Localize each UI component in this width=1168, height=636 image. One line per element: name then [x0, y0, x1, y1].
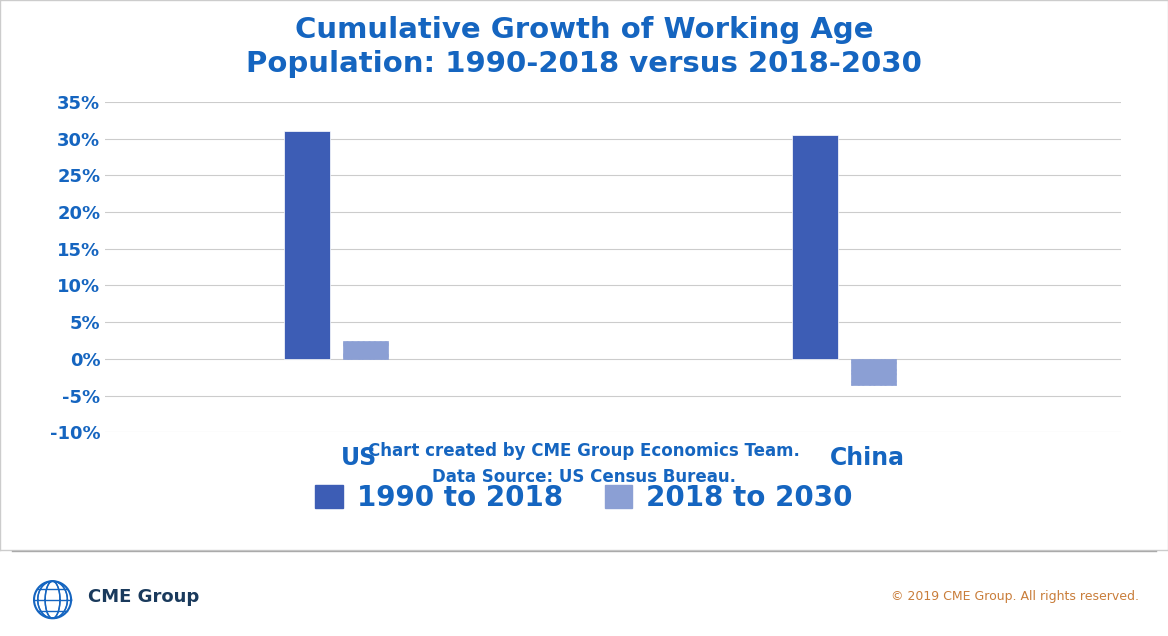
Text: Cumulative Growth of Working Age
Population: 1990-2018 versus 2018-2030: Cumulative Growth of Working Age Populat… [246, 16, 922, 78]
Text: Chart created by CME Group Economics Team.
Data Source: US Census Bureau.: Chart created by CME Group Economics Tea… [368, 442, 800, 487]
Bar [792, 135, 837, 359]
Bar [850, 359, 897, 385]
Legend: 1990 to 2018, 2018 to 2030: 1990 to 2018, 2018 to 2030 [304, 473, 864, 523]
Bar [284, 131, 329, 359]
Bar [342, 341, 389, 359]
Text: CME Group: CME Group [88, 588, 199, 605]
Text: © 2019 CME Group. All rights reserved.: © 2019 CME Group. All rights reserved. [891, 590, 1139, 603]
